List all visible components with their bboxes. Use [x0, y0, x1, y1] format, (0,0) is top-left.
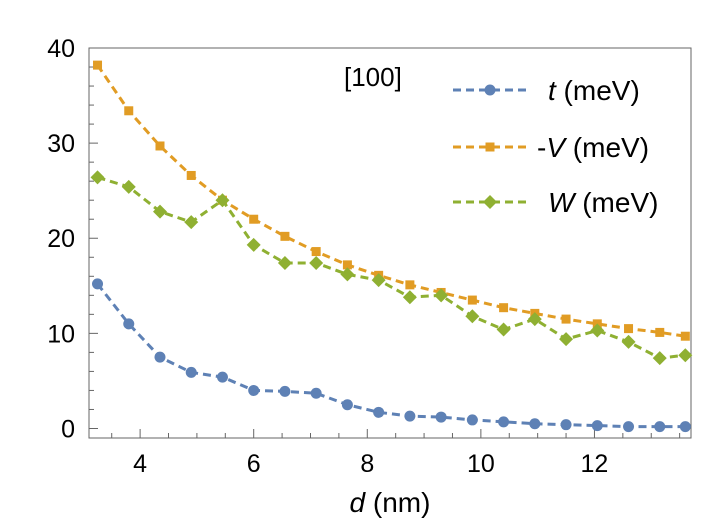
data-point-W-3	[184, 215, 199, 230]
series-group	[90, 60, 693, 433]
data-point--V-8	[342, 260, 352, 270]
data-point--V-2	[155, 141, 165, 151]
data-point-t-12	[466, 414, 478, 426]
plot-frame	[88, 47, 692, 439]
data-point-t-16	[591, 420, 603, 432]
axis-ticks: 4 6 8 10 12 0 10 20 30 40	[47, 35, 681, 478]
data-point-t-5	[248, 384, 260, 396]
data-point-W-13	[496, 322, 511, 337]
annotation-label: [100]	[344, 62, 402, 92]
y-tick-label-10: 10	[47, 320, 75, 348]
series-line-t	[96, 282, 686, 429]
data-point--V-1	[124, 106, 134, 116]
legend-label-t: t (meV)	[548, 75, 640, 106]
data-point-W-2	[152, 204, 167, 219]
data-point-W-5	[246, 237, 261, 252]
data-point-t-1	[123, 318, 135, 330]
x-tick-label-8: 8	[360, 450, 374, 478]
data-point-W-7	[309, 255, 324, 270]
legend-label--V: -V (meV)	[537, 132, 649, 163]
data-point-t-9	[373, 406, 385, 418]
data-point--V-18	[655, 327, 665, 337]
legend-label-W: W (meV)	[548, 187, 658, 218]
y-tick-label-0: 0	[61, 415, 75, 443]
data-point-W-14	[527, 312, 542, 327]
data-point-t-2	[154, 351, 166, 363]
legend-unit-W: (meV)	[574, 187, 658, 218]
data-point-t-3	[185, 366, 197, 378]
legend-prefix--V: -	[537, 132, 546, 163]
data-point--V-12	[467, 295, 477, 305]
data-point-W-8	[340, 267, 355, 282]
data-point-t-11	[435, 411, 447, 423]
data-point-t-0	[92, 278, 104, 290]
series-line--V	[96, 64, 686, 338]
legend-marker--V	[485, 142, 495, 152]
data-point-t-7	[310, 387, 322, 399]
data-point-W-10	[402, 290, 417, 305]
series-t	[92, 278, 691, 433]
data-point--V-5	[249, 214, 259, 224]
data-point-t-8	[341, 399, 353, 411]
x-tick-label-12: 12	[581, 450, 609, 478]
data-point-t-19	[679, 421, 691, 433]
x-axis-unit: (nm)	[365, 487, 430, 518]
legend-variable--V: V	[546, 132, 567, 163]
data-point-W-1	[121, 179, 136, 194]
legend-marker-W	[483, 195, 497, 209]
y-tick-label-30: 30	[47, 130, 75, 158]
data-point--V-6	[280, 231, 290, 241]
data-point-t-6	[279, 385, 291, 397]
x-tick-label-10: 10	[467, 450, 495, 478]
data-point-W-0	[90, 170, 105, 185]
legend-variable-t: t	[548, 75, 557, 106]
data-point-t-17	[623, 421, 635, 433]
data-point-W-12	[465, 309, 480, 324]
legend-variable-W: W	[548, 187, 577, 218]
data-point-t-18	[654, 421, 666, 433]
data-point--V-17	[624, 324, 634, 334]
data-point--V-3	[186, 170, 196, 180]
data-point--V-0	[93, 60, 103, 70]
x-axis-variable: d	[350, 487, 367, 518]
data-point--V-15	[561, 314, 571, 324]
legend-unit-t: (meV)	[556, 75, 640, 106]
data-point--V-19	[680, 331, 690, 341]
x-tick-label-4: 4	[133, 450, 147, 478]
legend-marker-t	[484, 84, 496, 96]
data-point-W-19	[678, 348, 693, 363]
data-point-W-15	[559, 332, 574, 347]
data-point-W-17	[621, 334, 636, 349]
data-point-W-9	[371, 273, 386, 288]
legend-item-W: W (meV)	[453, 187, 658, 218]
data-point--V-7	[311, 247, 321, 257]
data-point-W-18	[652, 351, 667, 366]
legend-item-t: t (meV)	[453, 75, 640, 106]
data-point-W-11	[434, 288, 449, 303]
legend-item--V: -V (meV)	[453, 132, 649, 163]
data-point-t-14	[529, 418, 541, 430]
data-point-t-4	[216, 371, 228, 383]
data-point-W-16	[590, 323, 605, 338]
data-point--V-13	[499, 303, 509, 313]
data-point-W-4	[215, 193, 230, 208]
series-W	[90, 170, 693, 366]
x-tick-label-6: 6	[247, 450, 261, 478]
x-axis-label: d (nm)	[350, 487, 431, 518]
legend: t (meV)-V (meV)W (meV)	[453, 75, 658, 218]
data-point--V-10	[405, 280, 415, 290]
y-tick-label-20: 20	[47, 225, 75, 253]
legend-unit--V: (meV)	[565, 132, 649, 163]
data-point-t-10	[404, 410, 416, 422]
y-tick-label-40: 40	[47, 35, 75, 63]
data-point-t-13	[498, 416, 510, 428]
data-point-W-6	[277, 255, 292, 270]
data-point-t-15	[560, 419, 572, 431]
